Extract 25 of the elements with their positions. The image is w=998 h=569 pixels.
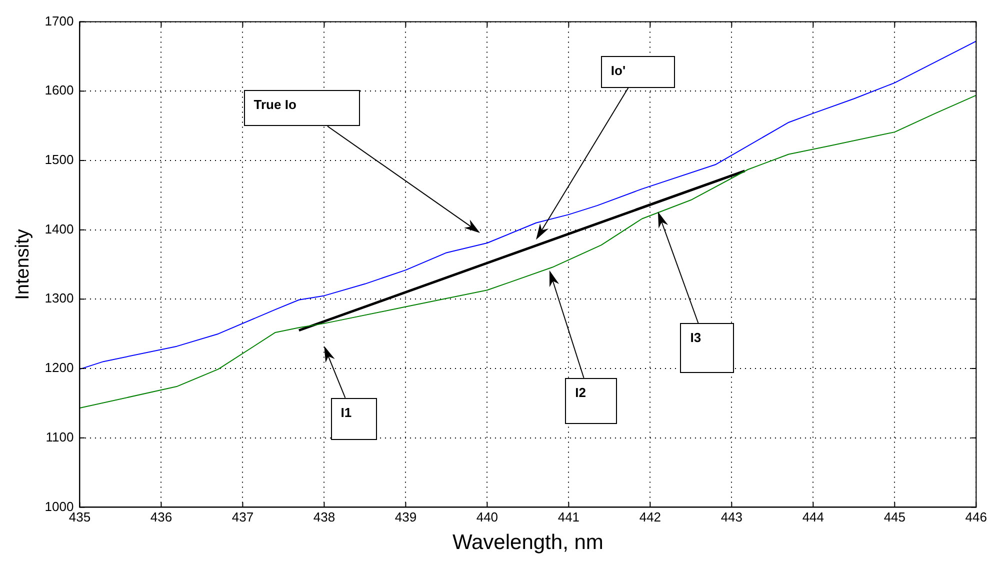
y-tick-label: 1500 [44, 152, 74, 168]
y-tick-label: 1700 [44, 13, 74, 28]
y-tick-label: 1600 [44, 82, 74, 98]
x-axis-title: Wavelength, nm [452, 531, 604, 554]
x-tick-label: 445 [884, 510, 906, 525]
x-tick-label: 439 [394, 510, 417, 525]
annotation: True Io [254, 97, 296, 112]
annotation: I1 [340, 404, 352, 420]
x-tick-label: 443 [720, 510, 743, 525]
annotation: I3 [690, 330, 702, 345]
annotation: I2 [575, 384, 586, 400]
y-tick-label: 1400 [44, 221, 74, 236]
annotation: Io' [610, 62, 626, 78]
x-tick-label: 444 [802, 510, 824, 525]
y-tick-label: 1100 [46, 429, 74, 444]
y-tick-label: 1200 [44, 360, 74, 376]
x-tick-label: 440 [476, 510, 498, 525]
y-tick-label: 1300 [44, 290, 74, 306]
y-axis-title: Intensity [12, 228, 34, 300]
x-tick-label: 437 [232, 510, 254, 525]
x-tick-label: 441 [558, 510, 580, 525]
x-tick-label: 442 [639, 510, 662, 525]
x-tick-label: 436 [150, 510, 172, 525]
x-tick-label: 438 [313, 510, 336, 525]
x-tick-label: 446 [965, 510, 988, 525]
